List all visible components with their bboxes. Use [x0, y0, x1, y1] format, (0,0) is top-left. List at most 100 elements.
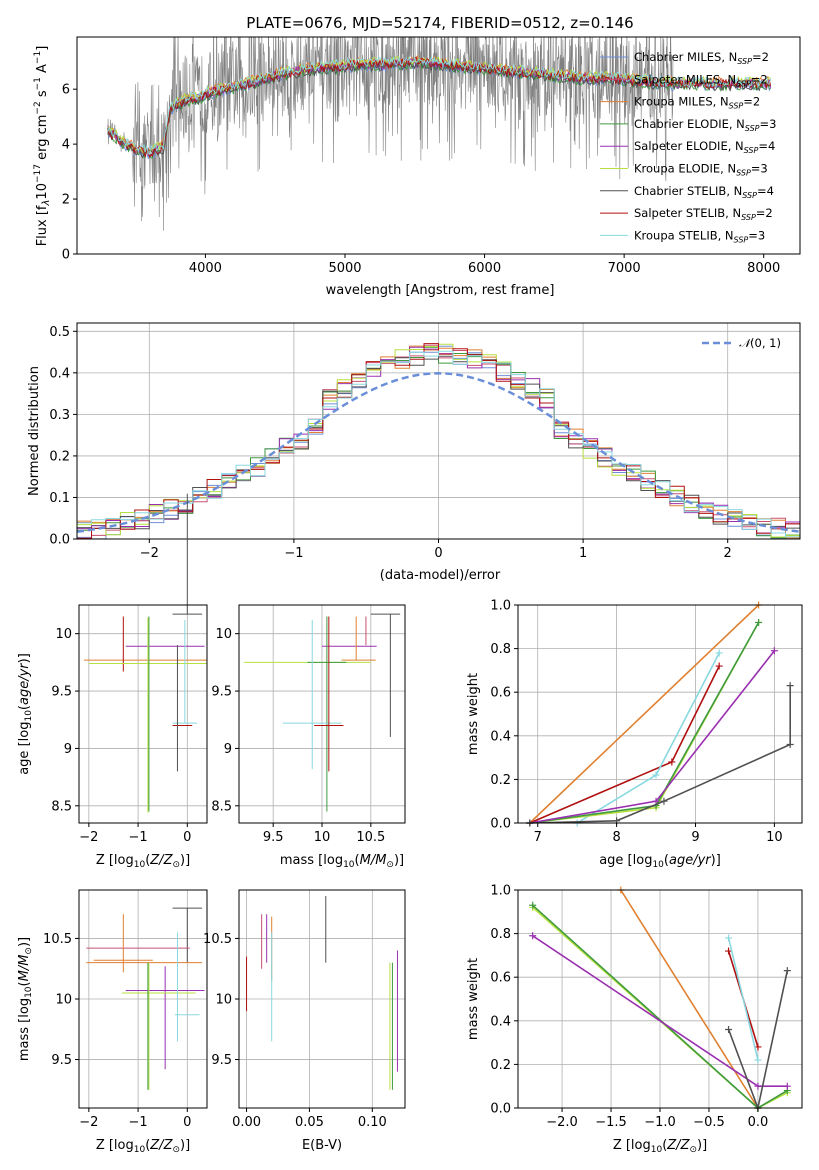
mass-weight-marker	[715, 662, 723, 670]
y-tick-label: 6	[62, 83, 70, 98]
y-tick-label: 0.4	[49, 366, 70, 381]
x-tick-label: −2	[79, 830, 98, 845]
mass-weight-marker	[725, 947, 733, 955]
mass-weight-line	[576, 652, 720, 824]
mass-weight-marker	[783, 1082, 791, 1090]
hist-traces	[77, 343, 800, 539]
mw-z-xlabel: Z [log10(Z/Z⊙)]	[613, 1138, 707, 1155]
y-tick-label: 2	[62, 193, 70, 208]
mass-weight-marker	[786, 741, 794, 749]
x-tick-label: 10	[314, 830, 331, 845]
x-tick-label: −1	[284, 546, 303, 561]
y-tick-label: 0.6	[490, 686, 511, 701]
legend-label: Chabrier MILES, NSSP=2	[634, 50, 769, 66]
mass-weight-marker	[529, 932, 537, 940]
mw-z-ylabel: mass weight	[466, 958, 481, 1040]
legend-label: Kroupa ELODIE, NSSP=3	[634, 162, 768, 178]
residuals-xlabel: (data-model)/error	[380, 568, 501, 583]
x-tick-label: −2	[79, 1115, 98, 1130]
y-tick-label: 10.5	[203, 932, 232, 947]
y-tick-label: 10	[215, 627, 232, 642]
x-tick-label: 0	[434, 546, 442, 561]
y-tick-label: 9.5	[211, 1053, 232, 1068]
mass-weight-vs-age-panel: 7 8 9 10 0.0 0.2 0.4 0.6 0.8 1.0 age [log10(age/y…	[466, 599, 803, 870]
legend-label: Kroupa STELIB, NSSP=3	[634, 228, 765, 244]
x-tick-label: 0	[183, 830, 191, 845]
mass-weight-line	[727, 937, 759, 1061]
residuals-ylabel: Normed distribution	[27, 366, 42, 496]
legend-label: Salpeter STELIB, NSSP=2	[634, 206, 773, 222]
x-tick-label: 0.05	[295, 1115, 324, 1130]
mass-z-ylabel: mass [log10(M/M⊙)]	[17, 937, 34, 1061]
x-tick-label: 7	[534, 830, 542, 845]
y-tick-label: 9	[64, 742, 72, 757]
x-tick-label: −1.0	[644, 1115, 676, 1130]
x-tick-label: 5000	[328, 261, 361, 276]
x-tick-label: 0.10	[358, 1115, 387, 1130]
y-tick-label: 0.6	[490, 971, 511, 986]
mass-weight-marker	[770, 647, 778, 655]
x-tick-label: 8000	[747, 261, 780, 276]
x-tick-label: 7000	[608, 261, 641, 276]
x-tick-label: 0	[183, 1115, 191, 1130]
mass-weight-line	[529, 685, 792, 824]
y-tick-label: 10	[55, 627, 72, 642]
mass-weight-marker	[755, 618, 763, 626]
x-tick-label: 9	[691, 830, 699, 845]
spectrum-legend: Chabrier MILES, NSSP=2 Salpeter MILES, NS…	[600, 50, 776, 244]
y-tick-label: 0.4	[490, 729, 511, 744]
x-tick-label: −2.0	[546, 1115, 578, 1130]
y-tick-label: 0.1	[49, 491, 70, 506]
legend-label: Chabrier ELODIE, NSSP=3	[634, 117, 776, 133]
x-tick-label: 0.00	[232, 1115, 261, 1130]
mass-weight-line	[529, 622, 760, 824]
y-tick-label: 10	[55, 993, 72, 1008]
y-tick-label: 8.5	[51, 799, 72, 814]
spectrum-xlabel: wavelength [Angstrom, rest frame]	[326, 283, 555, 298]
y-tick-label: 9.5	[51, 1053, 72, 1068]
y-tick-label: 9	[224, 742, 232, 757]
figure-title: PLATE=0676, MJD=52174, FIBERID=0512, z=0…	[246, 14, 633, 32]
mass-weight-marker	[725, 934, 733, 942]
spectrum-panel: Chabrier MILES, NSSP=2 Salpeter MILES, NS…	[33, 36, 801, 298]
x-tick-label: 2	[724, 546, 732, 561]
age-z-ylabel: age [log10(age/yr)]	[17, 653, 34, 775]
mass-vs-metallicity-panel: −2 −1 0 9.5 10 10.5 Z [log10(Z/Z⊙)] mass [log…	[17, 889, 208, 1155]
legend-label: Kroupa MILES, NSSP=2	[634, 95, 760, 111]
y-tick-label: 4	[62, 138, 70, 153]
mass-weight-vs-metallicity-panel: −2.0 −1.5 −1.0 −0.5 0.0 0.0 0.2 0.4 0.6 0.8 1.0 Z …	[466, 884, 803, 1155]
normal-legend-label: 𝒩(0, 1)	[739, 336, 781, 350]
y-tick-label: 9.5	[211, 685, 232, 700]
mass-weight-marker	[529, 901, 537, 909]
x-tick-label: −2	[140, 546, 159, 561]
normal-curve	[77, 372, 800, 533]
y-tick-label: 0.2	[490, 1058, 511, 1073]
spectrum-ylabel: Flux [fλ10−17 erg cm−2 s−1 A−1]	[33, 46, 52, 247]
legend-label: Salpeter ELODIE, NSSP=4	[634, 139, 775, 155]
x-tick-label: −1.5	[595, 1115, 627, 1130]
x-tick-label: 4000	[189, 261, 222, 276]
mw-age-frame	[517, 604, 803, 824]
mass-weight-marker	[754, 1056, 762, 1064]
y-tick-label: 10	[215, 993, 232, 1008]
y-tick-label: 0	[62, 248, 70, 263]
x-tick-label: 0.0	[748, 1115, 769, 1130]
hist-step-line	[77, 350, 800, 539]
x-tick-label: 1	[579, 546, 587, 561]
mass-weight-marker	[652, 797, 660, 805]
x-tick-label: −1	[128, 830, 147, 845]
y-tick-label: 0.8	[490, 927, 511, 942]
y-tick-label: 10.5	[43, 932, 72, 947]
residuals-legend: 𝒩(0, 1)	[702, 336, 781, 350]
mass-z-xlabel: Z [log10(Z/Z⊙)]	[96, 1138, 190, 1155]
legend-label: Salpeter MILES, NSSP=2	[634, 72, 768, 88]
age-mass-xlabel: mass [log10(M/M⊙)]	[280, 853, 404, 870]
y-tick-label: 0.8	[490, 642, 511, 657]
mw-age-xlabel: age [log10(age/yr)]	[599, 853, 721, 870]
y-tick-label: 1.0	[490, 884, 511, 899]
y-tick-label: 0.0	[490, 817, 511, 832]
age-vs-mass-panel: 9.5 10 10.5 8.5 9 9.5 10 mass [log10(M/M⊙)]	[211, 604, 406, 870]
y-tick-label: 8.5	[211, 799, 232, 814]
spectrum-data-line	[107, 37, 674, 231]
